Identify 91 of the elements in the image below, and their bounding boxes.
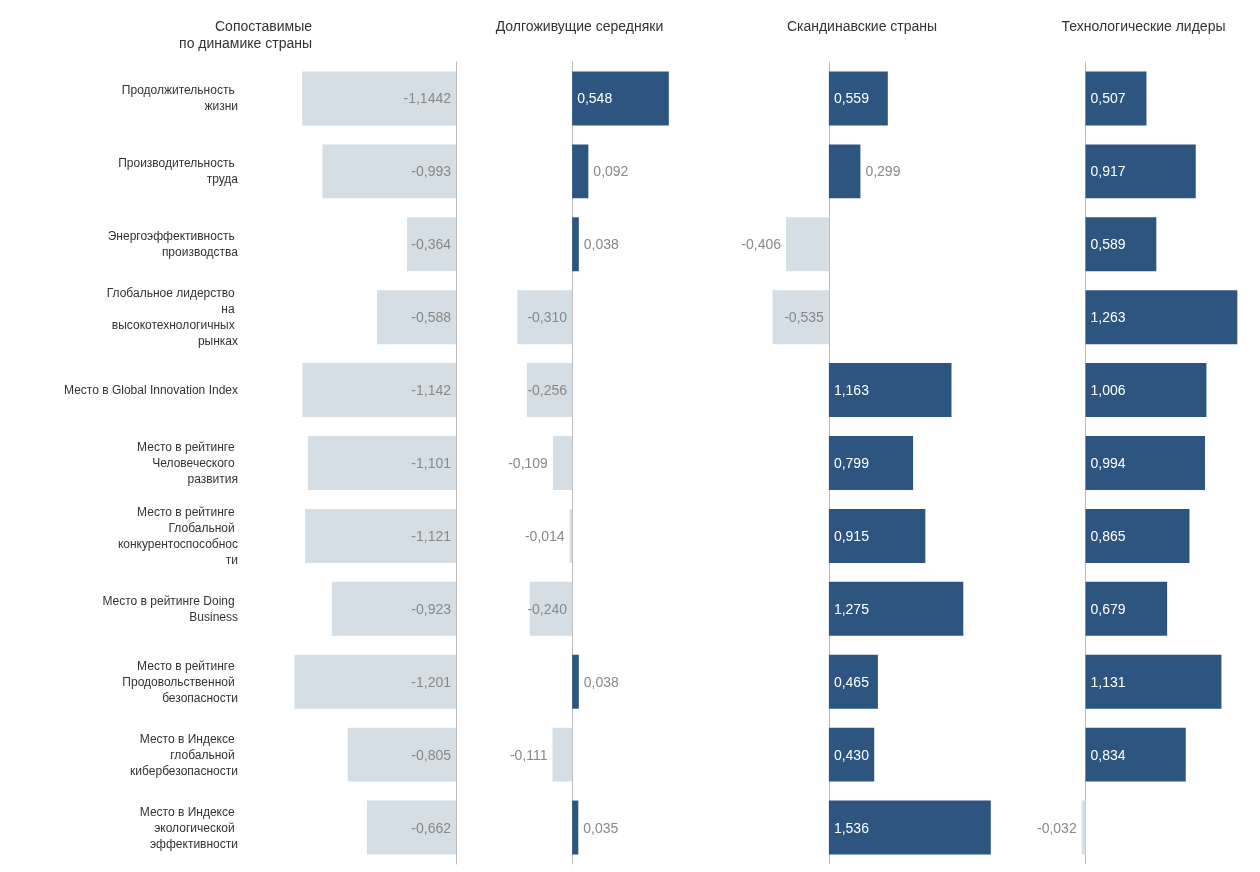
y-tick-label: Место в рейтинге Глобальной конкурентоспособности <box>117 504 238 567</box>
data-label: -0,993 <box>411 163 452 180</box>
data-label: 1,006 <box>1090 382 1126 399</box>
data-label: 1,263 <box>1090 309 1126 326</box>
bar <box>517 290 573 345</box>
bar <box>828 800 991 855</box>
data-label: 1,163 <box>833 382 870 399</box>
data-label: 0,865 <box>1090 527 1126 544</box>
chart-title: Долгоживущие середняки <box>495 17 664 34</box>
data-label: -1,121 <box>411 527 452 544</box>
bar <box>1085 508 1190 563</box>
data-label: -1,101 <box>411 455 452 471</box>
data-label: 0,679 <box>1090 600 1126 617</box>
bar <box>572 71 669 126</box>
bar <box>1085 436 1205 490</box>
data-label: 0,559 <box>833 90 870 107</box>
data-label: -0,240 <box>527 600 568 617</box>
data-label: 0,548 <box>577 90 613 107</box>
y-tick-label: Энергоэффективность производства <box>107 229 239 260</box>
data-label: 0,299 <box>865 163 901 180</box>
data-label: -0,662 <box>411 819 452 836</box>
data-label: 0,092 <box>593 163 629 180</box>
bar <box>828 581 964 636</box>
data-label: 0,915 <box>833 527 870 544</box>
y-tick-label: Место в рейтинге Человеческого развития <box>137 440 238 486</box>
data-label: 1,275 <box>833 600 870 617</box>
chart-title: Технологические лидеры <box>1061 17 1226 34</box>
data-label: 0,799 <box>833 455 870 471</box>
bar <box>828 654 878 709</box>
data-label: -0,256 <box>527 382 568 399</box>
y-tick-label: Место в Global Innovation Index <box>64 383 238 398</box>
bar <box>828 508 926 563</box>
data-label: -0,310 <box>527 309 568 326</box>
bar <box>772 290 829 345</box>
bar <box>1081 800 1086 855</box>
data-label: -0,109 <box>508 455 549 471</box>
bar <box>828 71 888 126</box>
y-tick-label: Место в рейтинге Продовольственной безопасности <box>122 658 238 705</box>
bar <box>828 727 875 782</box>
bar <box>572 217 579 272</box>
y-tick-label: Продолжительность жизни <box>121 83 238 114</box>
data-label: -0,923 <box>411 600 452 617</box>
bar <box>828 436 914 490</box>
bar <box>1085 290 1238 345</box>
data-label: 0,589 <box>1090 236 1126 253</box>
data-label: -0,014 <box>524 527 565 544</box>
bar <box>552 436 573 490</box>
bar <box>1085 727 1186 782</box>
data-label: -1,201 <box>411 673 452 690</box>
data-label: 0,507 <box>1090 90 1126 107</box>
data-label: -0,032 <box>1036 819 1077 836</box>
data-label: -0,805 <box>411 746 452 763</box>
data-label: -0,588 <box>411 309 452 326</box>
bar <box>1085 71 1147 126</box>
bar <box>526 363 573 418</box>
bar <box>529 581 573 636</box>
bar <box>828 363 952 418</box>
bar <box>572 654 579 709</box>
data-label: -1,142 <box>411 382 452 399</box>
bar <box>572 800 579 855</box>
data-label: 0,038 <box>583 236 620 253</box>
bar <box>1085 363 1207 418</box>
chart-title: Скандинавские страны <box>786 17 938 34</box>
data-label: 0,917 <box>1090 163 1126 180</box>
bar <box>828 144 861 199</box>
bar <box>786 217 829 272</box>
bar <box>1085 217 1157 272</box>
y-tick-label: Глобальное лидерство на высокотехнологичных рынках <box>106 286 238 349</box>
bar <box>552 727 573 782</box>
data-label: -0,111 <box>509 746 548 763</box>
data-label: -1,1442 <box>403 90 452 107</box>
data-label: 0,035 <box>583 819 619 836</box>
y-tick-label: Место в рейтинге Doing Business <box>102 593 238 624</box>
bar <box>1085 144 1196 199</box>
data-label: 0,038 <box>583 673 620 690</box>
bar <box>1085 581 1168 636</box>
bar <box>572 144 589 199</box>
data-label: 0,430 <box>833 746 870 763</box>
data-label: 0,465 <box>833 673 870 690</box>
data-label: 0,994 <box>1090 455 1126 471</box>
data-label: -0,364 <box>411 236 452 253</box>
data-label: -0,406 <box>741 236 782 253</box>
data-label: 0,834 <box>1090 746 1126 763</box>
data-label: 1,536 <box>833 819 870 836</box>
y-tick-label: Место в Индексе экологической эффективности <box>139 804 238 851</box>
bar <box>1085 654 1222 709</box>
chart-title: Сопоставимые по динамике страны <box>179 17 313 51</box>
data-label: -0,535 <box>784 309 825 326</box>
y-tick-label: Место в Индексе глобальной кибербезопасности <box>130 731 238 778</box>
data-label: 1,131 <box>1090 673 1126 690</box>
y-tick-label: Производительность труда <box>118 156 239 187</box>
